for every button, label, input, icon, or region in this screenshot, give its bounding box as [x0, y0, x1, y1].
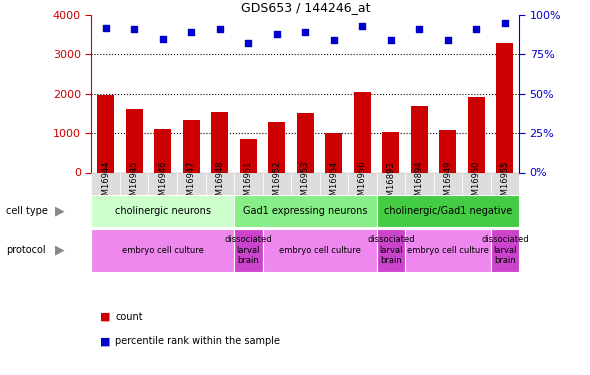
Bar	[376, 195, 519, 227]
Bar	[211, 112, 228, 172]
Bar	[468, 96, 485, 172]
Point	[101, 25, 110, 31]
Bar	[234, 172, 263, 195]
Bar	[491, 229, 519, 272]
Point	[443, 37, 453, 43]
Text: GSM16894: GSM16894	[415, 161, 424, 207]
Bar	[91, 229, 234, 272]
Bar	[411, 106, 428, 172]
Bar	[126, 109, 143, 172]
Bar	[183, 120, 200, 172]
Text: GSM16954: GSM16954	[329, 161, 338, 206]
Text: Gad1 expressing neurons: Gad1 expressing neurons	[243, 206, 368, 216]
Text: protocol: protocol	[6, 245, 45, 255]
Bar	[405, 172, 434, 195]
Text: percentile rank within the sample: percentile rank within the sample	[115, 336, 280, 346]
Text: embryo cell culture: embryo cell culture	[122, 246, 204, 255]
Text: GSM16950: GSM16950	[472, 161, 481, 206]
Bar	[120, 172, 149, 195]
Bar	[376, 229, 405, 272]
Text: GSM16893: GSM16893	[386, 161, 395, 207]
Point	[415, 26, 424, 32]
Text: GSM16951: GSM16951	[244, 161, 253, 206]
Bar	[376, 172, 405, 195]
Bar	[382, 132, 399, 172]
Bar	[154, 129, 171, 172]
Bar	[91, 195, 234, 227]
Bar	[205, 172, 234, 195]
Text: GSM16944: GSM16944	[101, 161, 110, 206]
Bar	[234, 195, 376, 227]
Text: GSM16946: GSM16946	[158, 161, 167, 207]
Text: count: count	[115, 312, 143, 322]
Text: embryo cell culture: embryo cell culture	[278, 246, 360, 255]
Bar	[91, 172, 120, 195]
Point	[301, 29, 310, 35]
Bar	[320, 172, 348, 195]
Bar	[348, 172, 376, 195]
Bar	[462, 172, 491, 195]
Text: ▶: ▶	[55, 204, 65, 218]
Title: GDS653 / 144246_at: GDS653 / 144246_at	[241, 1, 370, 14]
Point	[186, 29, 196, 35]
Text: dissociated
larval
brain: dissociated larval brain	[367, 236, 415, 265]
Text: ▶: ▶	[55, 244, 65, 257]
Bar	[491, 172, 519, 195]
Text: GSM16948: GSM16948	[215, 161, 224, 207]
Text: ■: ■	[100, 312, 111, 322]
Bar	[263, 229, 376, 272]
Bar	[97, 94, 114, 172]
Text: GSM16949: GSM16949	[444, 161, 453, 206]
Text: GSM16945: GSM16945	[130, 161, 139, 206]
Point	[386, 37, 395, 43]
Text: cholinergic neurons: cholinergic neurons	[114, 206, 211, 216]
Bar	[291, 172, 320, 195]
Point	[244, 40, 253, 46]
Point	[272, 31, 281, 37]
Bar	[268, 122, 286, 172]
Text: cholinergic/Gad1 negative: cholinergic/Gad1 negative	[384, 206, 512, 216]
Bar	[177, 172, 205, 195]
Text: ■: ■	[100, 336, 111, 346]
Bar	[496, 44, 513, 172]
Text: dissociated
larval
brain: dissociated larval brain	[481, 236, 529, 265]
Text: GSM16947: GSM16947	[187, 161, 196, 207]
Text: GSM16955: GSM16955	[500, 161, 509, 206]
Point	[472, 26, 481, 32]
Point	[358, 23, 367, 29]
Point	[215, 26, 225, 32]
Text: GSM16953: GSM16953	[301, 161, 310, 207]
Text: cell type: cell type	[6, 206, 48, 216]
Point	[329, 37, 339, 43]
Bar	[325, 133, 342, 172]
Bar	[434, 172, 462, 195]
Bar	[354, 92, 371, 172]
Point	[500, 20, 510, 26]
Bar	[297, 113, 314, 172]
Bar	[240, 139, 257, 172]
Bar	[149, 172, 177, 195]
Bar	[234, 229, 263, 272]
Point	[158, 36, 168, 42]
Bar	[405, 229, 491, 272]
Text: GSM16956: GSM16956	[358, 161, 367, 207]
Text: embryo cell culture: embryo cell culture	[407, 246, 489, 255]
Bar	[440, 130, 457, 172]
Point	[130, 26, 139, 32]
Text: GSM16952: GSM16952	[273, 161, 281, 206]
Text: dissociated
larval
brain: dissociated larval brain	[224, 236, 272, 265]
Bar	[263, 172, 291, 195]
